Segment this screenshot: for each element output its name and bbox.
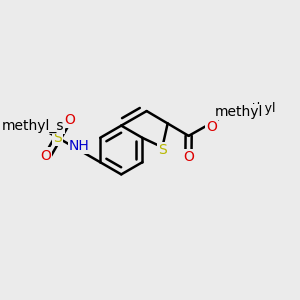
Text: O: O — [183, 150, 194, 164]
Text: S: S — [53, 131, 62, 145]
Text: methyl_s: methyl_s — [2, 118, 64, 133]
Text: O: O — [206, 120, 217, 134]
Text: O: O — [65, 113, 76, 127]
Text: O: O — [40, 148, 51, 163]
Text: NH: NH — [69, 139, 89, 153]
Text: methyl: methyl — [232, 102, 276, 115]
Text: methyl: methyl — [215, 105, 264, 119]
Text: S: S — [158, 143, 167, 157]
